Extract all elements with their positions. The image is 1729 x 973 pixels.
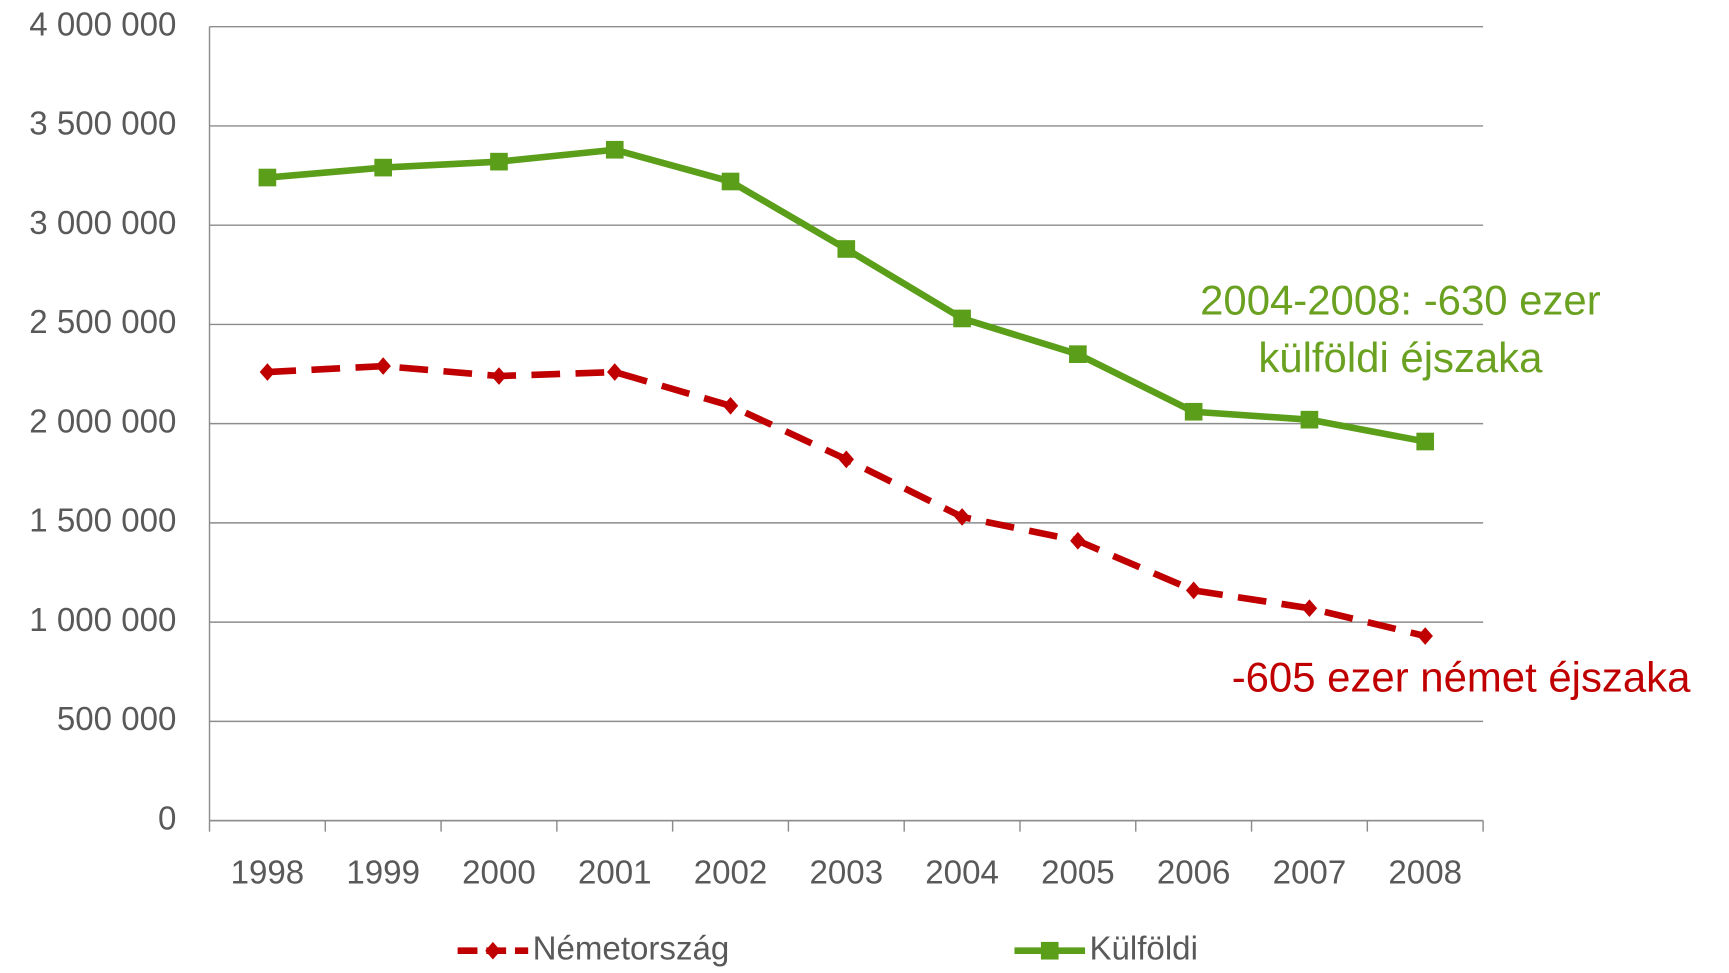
marker	[375, 357, 390, 375]
x-tick-label: 2006	[1157, 854, 1231, 891]
annotation: 2004-2008: -630 ezer	[1200, 277, 1601, 324]
marker	[1185, 403, 1203, 421]
x-tick-label: 2008	[1388, 854, 1462, 891]
marker	[1041, 942, 1059, 960]
y-tick-label: 1 000 000	[29, 602, 176, 639]
series-line	[267, 366, 1425, 636]
marker	[839, 451, 854, 469]
y-tick-label: 0	[158, 800, 176, 837]
x-tick-label: 1999	[346, 854, 420, 891]
marker	[259, 169, 277, 187]
marker	[837, 240, 855, 258]
marker	[485, 942, 500, 960]
page: {"chart_data": { "type": "line", "catego…	[0, 0, 1729, 973]
marker	[607, 363, 622, 381]
x-tick-label: 2007	[1273, 854, 1347, 891]
y-tick-label: 2 500 000	[29, 304, 176, 341]
x-tick-label: 2002	[694, 854, 768, 891]
y-tick-label: 4 000 000	[29, 6, 176, 43]
marker	[1417, 627, 1432, 645]
marker	[722, 173, 740, 191]
legend-label: Külföldi	[1089, 930, 1198, 967]
legend-label: Németország	[533, 930, 730, 967]
x-tick-label: 2001	[578, 854, 652, 891]
marker	[953, 310, 971, 328]
y-tick-label: 3 500 000	[29, 106, 176, 143]
marker	[1186, 582, 1201, 600]
marker	[606, 141, 624, 159]
marker	[723, 397, 738, 415]
marker	[1301, 411, 1319, 429]
marker	[1069, 345, 1087, 363]
x-tick-label: 1998	[231, 854, 305, 891]
y-tick-label: 500 000	[57, 701, 177, 738]
annotation: -605 ezer német éjszaka	[1232, 654, 1691, 701]
y-tick-label: 2 000 000	[29, 403, 176, 440]
marker	[1302, 599, 1317, 617]
marker	[1070, 532, 1085, 550]
y-tick-label: 3 000 000	[29, 205, 176, 242]
marker	[374, 159, 392, 177]
annotation: külföldi éjszaka	[1258, 334, 1543, 381]
x-tick-label: 2003	[810, 854, 884, 891]
marker	[1416, 433, 1434, 451]
x-tick-label: 2005	[1041, 854, 1115, 891]
x-tick-label: 2000	[462, 854, 536, 891]
y-tick-label: 1 500 000	[29, 503, 176, 540]
chart: 0 500 000 1 000 000 1 500 000 2 000 000 2 500…	[0, 0, 1729, 973]
marker	[260, 363, 275, 381]
x-tick-label: 2004	[925, 854, 999, 891]
marker	[490, 153, 508, 171]
marker	[491, 367, 506, 385]
